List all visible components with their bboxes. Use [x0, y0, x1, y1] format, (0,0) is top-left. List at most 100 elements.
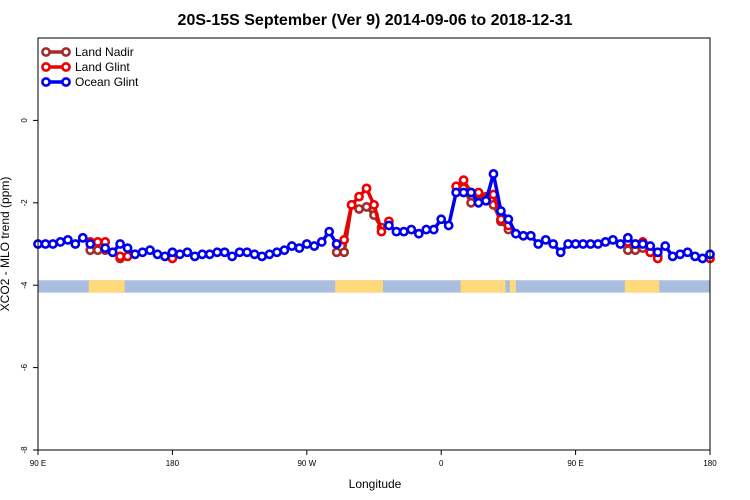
data-point	[630, 239, 641, 249]
data-point	[675, 249, 686, 260]
data-point	[555, 247, 566, 258]
x-tick-label: 90 E	[30, 459, 46, 468]
data-point	[339, 234, 350, 245]
data-point	[219, 247, 230, 258]
data-point	[77, 232, 88, 243]
legend-marker	[41, 77, 51, 87]
data-point	[257, 251, 267, 262]
data-point	[242, 247, 252, 258]
data-point	[145, 245, 155, 256]
legend-marker	[41, 62, 51, 72]
x-tick-label: 90 E	[567, 459, 583, 468]
data-point	[272, 247, 282, 258]
data-point	[204, 249, 215, 260]
plot-frame	[37, 37, 711, 451]
series-land-glint	[85, 175, 715, 264]
data-point	[421, 224, 432, 235]
y-tick-label: 0	[20, 118, 29, 123]
data-point	[585, 239, 596, 249]
axes: 90 E 180 90 W 0 90 E 180 0 -2 -4 -6 -8	[20, 118, 717, 468]
x-tick-label: 180	[166, 459, 180, 468]
data-point	[286, 241, 297, 251]
legend-marker	[41, 47, 51, 57]
data-point	[354, 191, 364, 202]
data-point	[48, 239, 58, 249]
land-ocean-band	[38, 280, 710, 293]
chart-title: 20S-15S September (Ver 9) 2014-09-06 to …	[178, 12, 573, 29]
data-point	[645, 241, 656, 251]
data-point	[167, 247, 178, 258]
data-point	[682, 247, 693, 258]
data-point	[428, 224, 439, 235]
y-tick-label: -4	[20, 281, 29, 289]
data-point	[339, 247, 350, 258]
data-point	[92, 237, 103, 247]
legend-marker	[61, 77, 71, 87]
data-point	[234, 247, 245, 258]
x-tick-label: 180	[703, 459, 717, 468]
data-point	[122, 243, 133, 254]
data-point	[510, 228, 521, 239]
data-point	[540, 234, 551, 245]
series-layer	[33, 169, 715, 264]
land-segment	[88, 280, 125, 293]
data-point	[398, 226, 409, 237]
legend-label: Land Glint	[75, 60, 130, 74]
data-point	[458, 175, 469, 186]
y-tick-label: -6	[20, 363, 29, 371]
legend-label: Ocean Glint	[75, 75, 139, 89]
data-point	[570, 239, 581, 249]
data-point	[451, 187, 462, 198]
data-point	[436, 214, 447, 225]
data-point	[466, 187, 476, 198]
data-point	[525, 230, 536, 241]
data-point	[249, 249, 260, 260]
data-point	[667, 251, 678, 262]
data-point	[563, 239, 574, 249]
legend-label: Land Nadir	[75, 45, 134, 59]
legend-marker	[61, 62, 71, 72]
x-tick-label: 0	[439, 459, 444, 468]
data-point	[690, 251, 700, 262]
data-point	[533, 239, 544, 249]
data-point	[331, 239, 342, 249]
data-point	[130, 249, 140, 260]
data-point	[697, 253, 708, 264]
data-point	[473, 187, 484, 198]
data-point	[264, 249, 275, 260]
y-tick-label: -8	[20, 446, 29, 454]
x-tick-label: 90 W	[297, 459, 316, 468]
data-point	[548, 239, 559, 249]
data-point	[443, 220, 454, 231]
data-point	[391, 226, 402, 237]
data-point	[496, 206, 506, 216]
data-point	[578, 239, 588, 249]
legend-marker	[61, 47, 71, 57]
data-point	[137, 247, 148, 258]
data-point	[174, 249, 185, 260]
data-point	[331, 247, 342, 258]
data-point	[376, 226, 387, 237]
data-point	[160, 251, 170, 262]
data-point	[488, 169, 499, 179]
data-point	[85, 239, 96, 249]
data-point	[40, 239, 51, 249]
data-point	[316, 237, 327, 247]
data-point	[189, 251, 200, 262]
data-point	[301, 239, 312, 249]
series-ocean-glint	[33, 169, 715, 264]
data-point	[637, 239, 648, 249]
y-tick-label: -2	[20, 199, 29, 207]
land-segment	[509, 280, 516, 293]
data-point	[652, 247, 663, 258]
data-point	[212, 247, 223, 258]
data-point	[62, 234, 73, 245]
data-point	[115, 239, 126, 249]
data-point	[107, 247, 118, 258]
data-point	[473, 197, 484, 208]
data-point	[324, 226, 335, 237]
data-point	[115, 251, 126, 262]
data-point	[361, 183, 372, 194]
